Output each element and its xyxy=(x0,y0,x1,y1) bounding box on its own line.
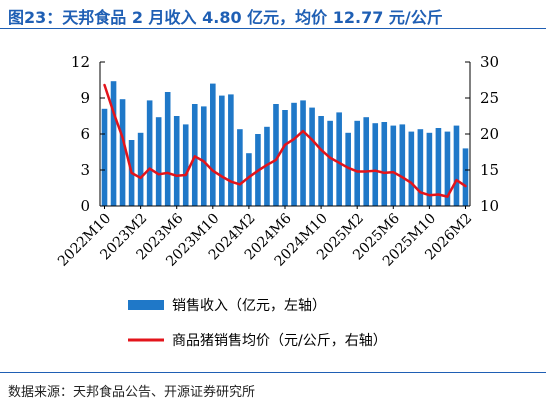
price-line xyxy=(103,83,467,198)
revenue-bar xyxy=(291,102,297,206)
legend-bar-swatch xyxy=(128,300,164,310)
left-tick-label: 6 xyxy=(80,125,90,143)
source-note: 数据来源：天邦食品公告、开源证券研究所 xyxy=(8,385,256,400)
left-tick-label: 12 xyxy=(71,53,90,71)
revenue-bar xyxy=(191,104,198,206)
right-tick-label: 15 xyxy=(480,161,499,179)
revenue-bar xyxy=(345,132,351,206)
legend-bar-label: 销售收入（亿元，左轴） xyxy=(172,298,326,314)
revenue-bar xyxy=(173,116,180,206)
revenue-bar xyxy=(327,120,333,206)
revenue-bar xyxy=(155,117,162,206)
revenue-bar xyxy=(228,94,234,206)
legend-line-label: 商品猪销售均价（元/公斤，右轴） xyxy=(172,333,387,349)
revenue-bar xyxy=(119,99,126,206)
legend: 销售收入（亿元，左轴） 商品猪销售均价（元/公斤，右轴） xyxy=(128,298,387,349)
revenue-bar xyxy=(101,108,108,206)
revenue-bar xyxy=(336,112,342,206)
source-divider xyxy=(0,372,546,373)
revenue-bar xyxy=(309,107,315,206)
right-tick-label: 20 xyxy=(480,125,499,143)
right-tick-label: 10 xyxy=(480,197,499,215)
line-layer xyxy=(103,83,467,198)
revenue-bar xyxy=(363,117,370,206)
right-tick-label: 30 xyxy=(480,53,499,71)
revenue-bar xyxy=(137,132,144,206)
revenue-bar xyxy=(408,131,415,206)
revenue-bar xyxy=(246,153,252,206)
revenue-bar xyxy=(146,100,153,206)
revenue-bar xyxy=(237,129,243,206)
revenue-bar xyxy=(210,83,216,206)
revenue-bar xyxy=(399,124,406,206)
revenue-bar xyxy=(273,104,279,206)
title-divider xyxy=(0,28,546,29)
revenue-bar xyxy=(462,148,469,206)
revenue-bar xyxy=(390,125,397,206)
left-tick-label: 0 xyxy=(80,197,90,215)
left-tick-label: 9 xyxy=(80,89,90,107)
revenue-bar xyxy=(372,123,379,206)
revenue-bar xyxy=(110,81,117,206)
left-tick-label: 3 xyxy=(80,161,90,179)
revenue-bar xyxy=(219,95,225,206)
revenue-bar xyxy=(435,128,442,206)
revenue-bar xyxy=(200,106,207,206)
revenue-bar xyxy=(282,110,288,206)
revenue-bar xyxy=(164,92,171,206)
revenue-bar xyxy=(300,100,306,206)
revenue-bar xyxy=(453,125,460,206)
revenue-bar xyxy=(417,129,424,206)
figure-title: 图23：天邦食品 2 月收入 4.80 亿元，均价 12.77 元/公斤 xyxy=(8,8,443,27)
right-tick-label: 25 xyxy=(480,89,499,107)
revenue-bar xyxy=(318,116,324,206)
revenue-bar xyxy=(182,124,189,206)
revenue-bar xyxy=(381,122,388,206)
bars-layer xyxy=(101,81,469,206)
revenue-bar xyxy=(444,131,451,206)
revenue-bar xyxy=(354,120,360,206)
revenue-bar xyxy=(426,132,433,206)
